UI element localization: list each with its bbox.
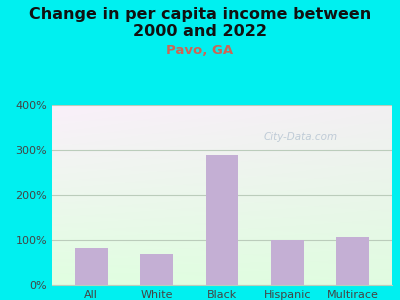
Bar <box>140 254 173 285</box>
Bar <box>336 237 369 285</box>
Bar <box>206 154 238 285</box>
Bar <box>75 248 108 285</box>
Text: Pavo, GA: Pavo, GA <box>166 44 234 56</box>
Text: Change in per capita income between: Change in per capita income between <box>29 8 371 22</box>
Text: City-Data.com: City-Data.com <box>263 132 337 142</box>
Text: 2000 and 2022: 2000 and 2022 <box>133 24 267 39</box>
Bar <box>271 240 304 285</box>
